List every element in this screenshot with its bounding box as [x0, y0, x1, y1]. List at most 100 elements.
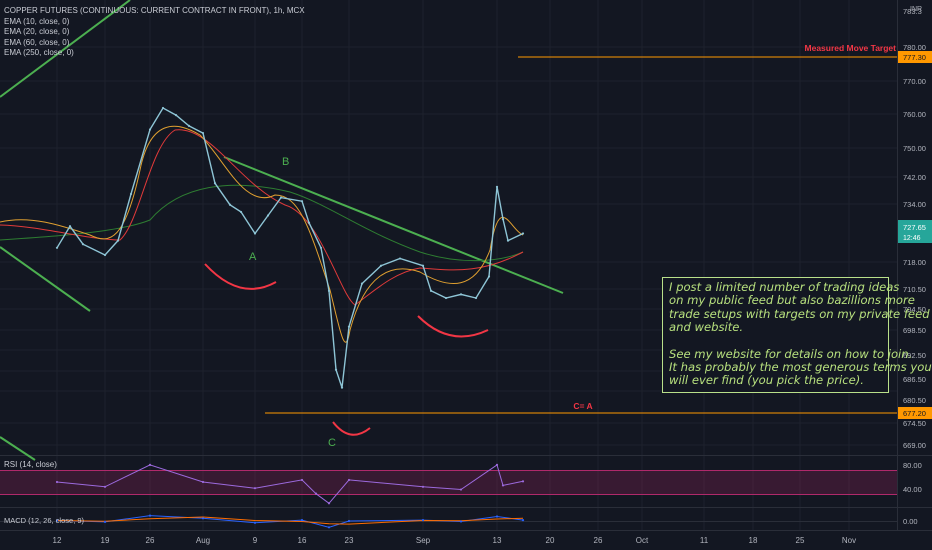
measured-move-price-badge [898, 51, 932, 63]
price-point [360, 282, 364, 285]
promo-line: trade setups with targets on my private … [669, 306, 930, 321]
x-tick: 26 [146, 536, 155, 545]
y-tick: 734.00 [903, 200, 926, 209]
price-point [379, 264, 383, 267]
price-axis-ticks: 783.3 780.00 770.00 760.00 750.00 742.00… [903, 7, 926, 450]
promo-line: will ever find (you pick the price). [669, 373, 864, 388]
price-point [81, 243, 85, 246]
price-point [474, 296, 478, 300]
x-tick: Nov [842, 536, 856, 545]
promo-text-box[interactable]: I post a limited number of trading ideas… [662, 277, 932, 393]
ema-20-legend[interactable]: EMA (20, close, 0) [4, 27, 70, 36]
price-point [129, 192, 133, 196]
wave-label-b: B [282, 156, 289, 168]
promo-line: See my website for details on how to joi… [669, 346, 913, 361]
rsi-point [501, 484, 505, 487]
promo-line: I post a limited number of trading ideas [669, 280, 900, 294]
ema-250-legend[interactable]: EMA (250, close, 0) [4, 48, 74, 57]
x-tick: 19 [101, 536, 110, 545]
rsi-tick-40: 40.00 [903, 485, 922, 494]
x-tick: Aug [196, 536, 210, 545]
rsi-point [55, 480, 59, 484]
time-axis-ticks: 12 19 26 Aug 9 16 23 Sep 13 20 26 Oct 11… [53, 536, 857, 545]
price-point [116, 239, 120, 242]
price-point [279, 196, 283, 199]
price-point [319, 246, 323, 249]
macd-point [300, 519, 304, 522]
x-tick: 12 [53, 536, 62, 545]
lower-channel-trendline-end[interactable] [0, 436, 36, 461]
price-point [55, 246, 59, 249]
lower-channel-trendline[interactable] [0, 246, 91, 312]
rsi-point [459, 488, 463, 491]
rsi-point [347, 478, 351, 482]
x-tick: 16 [298, 536, 307, 545]
symbol-title[interactable]: COPPER FUTURES (CONTINUOUS: CURRENT CONT… [4, 6, 305, 15]
x-tick: 11 [700, 536, 709, 545]
wave-label-a: A [249, 251, 257, 263]
measured-move-label: Measured Move Target [805, 43, 897, 53]
x-tick: 23 [345, 536, 354, 545]
price-point [340, 386, 344, 389]
macd-label: MACD (12, 26, close, 9) [4, 516, 85, 525]
arc-right-shoulder [417, 315, 489, 338]
price-point [429, 289, 433, 292]
y-tick: 692.50 [903, 351, 926, 360]
x-tick: 20 [546, 536, 555, 545]
rsi-point [253, 487, 257, 490]
arc-head [332, 421, 371, 436]
price-point [187, 124, 191, 127]
rsi-point [521, 480, 525, 483]
x-tick: 13 [493, 536, 502, 545]
x-tick: 9 [253, 536, 258, 545]
price-point [148, 128, 152, 131]
x-tick: 18 [749, 536, 758, 545]
y-tick: 674.50 [903, 419, 926, 428]
price-point [459, 293, 463, 296]
macd-point [55, 519, 59, 522]
x-tick: Sep [416, 536, 431, 545]
price-point [307, 221, 311, 224]
price-point [444, 296, 448, 300]
y-tick: 780.00 [903, 43, 926, 52]
price-point [103, 253, 107, 257]
macd-point [201, 517, 205, 520]
macd-point [148, 514, 152, 517]
price-point [300, 200, 304, 203]
price-point [239, 210, 243, 214]
price-point [161, 106, 165, 110]
macd-point [347, 519, 351, 523]
currency-label: INR [910, 6, 922, 13]
price-point [253, 232, 257, 235]
macd-point [103, 520, 107, 524]
y-tick: 750.00 [903, 144, 926, 153]
rsi-point [201, 480, 205, 484]
rsi-point [421, 485, 425, 488]
y-tick: 718.00 [903, 258, 926, 267]
macd-point [253, 521, 257, 524]
price-point [506, 239, 510, 242]
rsi-line[interactable] [56, 464, 524, 504]
ema-60-legend[interactable]: EMA (60, close, 0) [4, 37, 70, 47]
rsi-point [314, 492, 318, 495]
y-tick: 669.00 [903, 441, 926, 450]
upper-channel-trendline[interactable] [0, 0, 131, 98]
support-price: 677.20 [903, 409, 926, 418]
promo-line: It has probably the most generous terms … [669, 360, 932, 375]
c-equals-a-label: C= A [573, 401, 592, 411]
y-tick: 710.50 [903, 285, 926, 294]
rsi-point [148, 463, 152, 466]
macd-signal-line [56, 516, 524, 525]
price-point [266, 214, 270, 217]
x-tick: 25 [796, 536, 805, 545]
x-tick: 26 [594, 536, 603, 545]
price-point [421, 264, 425, 267]
price-point [201, 131, 205, 135]
price-point [501, 218, 505, 221]
ema-10-legend[interactable]: EMA (10, close, 0) [4, 16, 70, 26]
descending-resistance-trendline[interactable] [223, 156, 564, 294]
macd-point [327, 526, 331, 529]
macd-point [495, 515, 499, 518]
vertical-grid [56, 0, 850, 530]
